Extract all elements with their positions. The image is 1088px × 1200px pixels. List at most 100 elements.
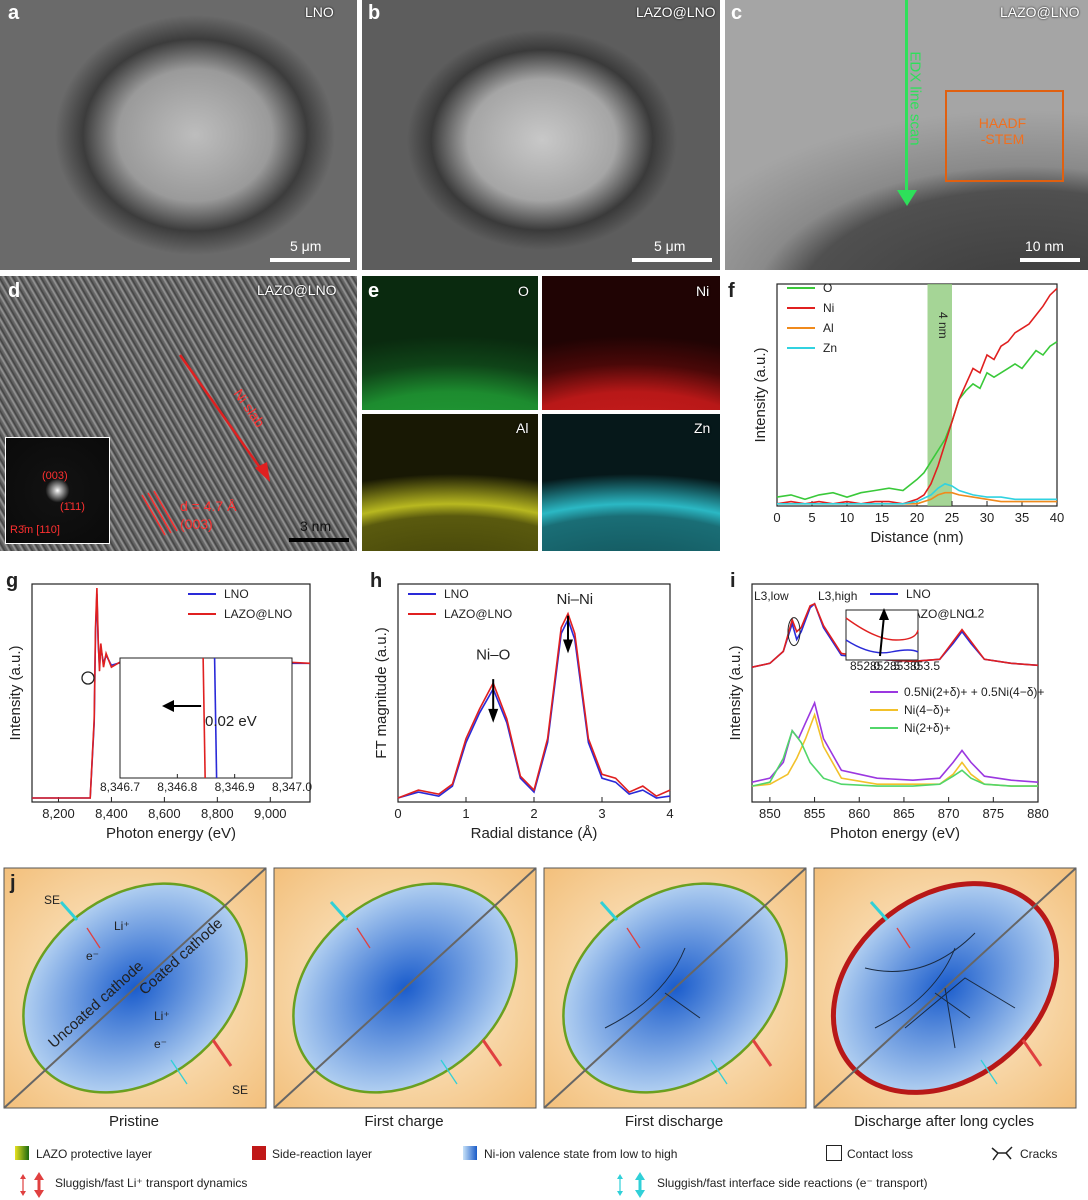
crack-lines — [874, 947, 971, 1029]
x-tick-label: 40 — [1050, 510, 1064, 525]
saed-003-label: (003) — [42, 470, 68, 482]
legend-label: Ni — [823, 301, 834, 315]
inset-lno-edge — [213, 657, 218, 779]
inset-i-tick-label: 852.5 — [870, 659, 900, 673]
edx-arrow-head — [897, 190, 917, 206]
shift-label: 0.02 eV — [205, 713, 257, 730]
panel-j-label: j — [10, 872, 16, 894]
x-tick-label: 9,000 — [254, 806, 287, 821]
eds-map-zn — [542, 414, 720, 551]
shift-arrow-head — [162, 700, 174, 712]
key-contact-text: Contact loss — [847, 1147, 914, 1161]
e-arrow-down — [440, 1059, 458, 1085]
panel-b-scale-text: 5 μm — [654, 238, 686, 254]
diagonal-divider — [543, 867, 807, 1109]
eds-label-zn: Zn — [694, 420, 711, 436]
panel-a-scale-text: 5 μm — [290, 238, 322, 254]
highlight-band — [927, 284, 952, 506]
series-line-ni — [776, 287, 1058, 505]
y-axis-label: Intensity (a.u.) — [752, 347, 769, 442]
panel-f-label: f — [728, 280, 735, 302]
caption-first-charge: First charge — [364, 1113, 444, 1130]
panel-b-tag: LAZO@LNO — [636, 4, 716, 20]
x-tick-label: 8,400 — [95, 806, 128, 821]
panel-a-scalebar — [270, 258, 350, 262]
x-tick-label: 2 — [530, 806, 537, 821]
x-tick-label: 0 — [773, 510, 780, 525]
panel-h-label: h — [370, 570, 383, 592]
panel-d-label: d — [8, 280, 21, 302]
legend-label-ref: Ni(4−δ)+ — [904, 703, 951, 717]
legend-label: LNO — [224, 587, 249, 601]
panel-c-label: c — [731, 2, 743, 24]
panel-c-scale-text: 10 nm — [1025, 238, 1064, 254]
series-line-ni-2- — [751, 728, 1038, 787]
inset-tick-label: 8,346.7 — [100, 780, 140, 794]
panel-i-label: i — [730, 570, 736, 592]
panel-b-image — [362, 0, 720, 270]
plot-frame — [776, 283, 1058, 507]
x-tick-label: 30 — [980, 510, 994, 525]
ni-slab-arrow — [178, 354, 270, 482]
legend-label: LNO — [444, 587, 469, 601]
li-label-bottom: Li⁺ — [154, 1009, 170, 1023]
series-line-lazo-lno — [751, 602, 1039, 668]
panel-c-scalebar — [1020, 258, 1080, 262]
e-label-bottom: e⁻ — [154, 1037, 167, 1051]
inset-i-tick-label: 852.0 — [850, 659, 880, 673]
chart-h: 0 1 2 3 4 Radial distance (Å) FT magnitude (a.… — [373, 583, 674, 842]
e-arrow-up — [59, 901, 79, 921]
x-tick-label: 8,600 — [148, 806, 181, 821]
band-label: 4 nm — [936, 312, 950, 339]
e-arrow-down — [170, 1059, 188, 1085]
d-plane-label: (003) — [180, 516, 213, 532]
key-side-swatch — [252, 1146, 266, 1160]
li-arrow-down — [1021, 1039, 1043, 1067]
se-label-bottom: SE — [232, 1083, 248, 1097]
inset-i-tick-label: 853.0 — [890, 659, 920, 673]
x-axis-label: Distance (nm) — [870, 529, 963, 546]
key-side-text: Side-reaction layer — [272, 1147, 373, 1161]
panel-d-scale-text: 3 nm — [300, 518, 332, 534]
e-arrow-up — [329, 901, 349, 921]
inset-tick-label: 8,347.0 — [272, 780, 312, 794]
peak-ni-o-label: Ni–O — [476, 646, 510, 663]
key-valence-text: Ni-ion valence state from low to high — [484, 1147, 678, 1161]
legend-label-ref: Ni(2+δ)+ — [904, 721, 951, 735]
series-line-lno — [397, 617, 671, 799]
inset-lazo-curve — [845, 617, 919, 641]
legend-label: LNO — [906, 587, 931, 601]
y-axis-label: Intensity (a.u.) — [7, 645, 24, 740]
ni-o-arrow-head — [488, 708, 499, 723]
eds-map-o — [362, 276, 538, 410]
li-arrow-up — [356, 927, 371, 949]
l3-low-highlight — [787, 617, 801, 647]
x-tick-label: 880 — [1027, 806, 1049, 821]
panel-c-tag: LAZO@LNO — [1000, 4, 1080, 20]
saed-zone-label: R3̄m [110] — [10, 524, 60, 536]
x-tick-label: 8,800 — [201, 806, 234, 821]
li-arrow-down — [751, 1039, 773, 1067]
key-lazo-text: LAZO protective layer — [36, 1147, 153, 1161]
key-cracks-icon — [991, 1146, 1013, 1161]
x-tick-label: 4 — [666, 806, 673, 821]
e-arrow-up — [599, 901, 619, 921]
inset-i-tick-label: 853.5 — [910, 659, 940, 673]
edx-line-scan-label: EDX line scan — [906, 51, 924, 146]
legend-label: O — [823, 281, 832, 295]
caption-long-cycles: Discharge after long cycles — [853, 1113, 1035, 1130]
key-interface-text: Sluggish/fast interface side reactions (… — [657, 1176, 928, 1190]
series-line-lno — [751, 602, 1039, 668]
panel-d-tag: LAZO@LNO — [257, 282, 337, 298]
e-arrow-down — [980, 1059, 998, 1085]
x-tick-label: 10 — [840, 510, 854, 525]
inset-frame — [119, 657, 293, 779]
x-tick-label: 20 — [910, 510, 924, 525]
inset-tick-label: 8,346.9 — [215, 780, 255, 794]
chart-i: 850 855 860 865 870 875 880 Photon energy (eV) I… — [727, 583, 1049, 842]
eds-map-al — [362, 414, 538, 551]
key-interface-arrows-icon — [617, 1172, 645, 1198]
key-contact-swatch — [826, 1145, 842, 1161]
panel-b-label: b — [368, 2, 381, 24]
